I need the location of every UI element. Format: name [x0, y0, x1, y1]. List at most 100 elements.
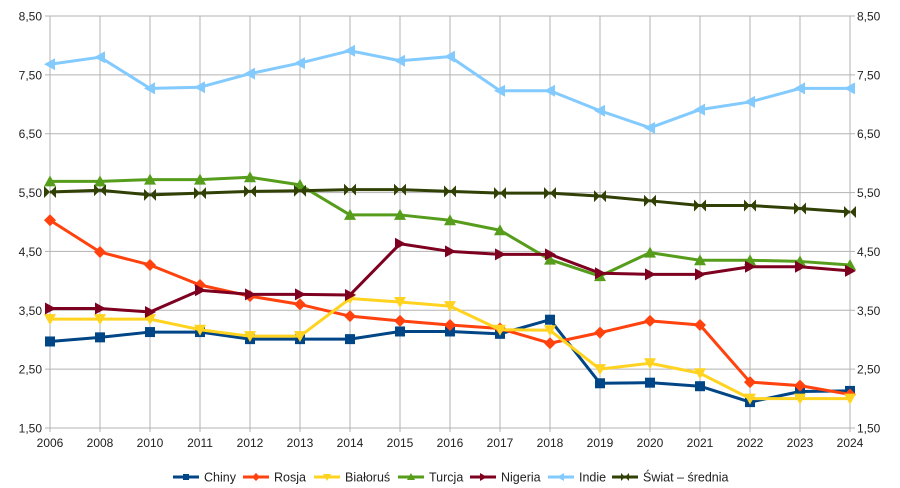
data-point	[545, 248, 556, 261]
data-point	[795, 260, 806, 273]
data-point	[695, 268, 706, 281]
data-point	[645, 268, 656, 281]
legend-item: Indie	[548, 471, 606, 485]
data-point	[295, 288, 306, 301]
x-tick-label: 2020	[637, 436, 664, 450]
data-point	[595, 267, 606, 280]
legend-marker-icon	[252, 473, 260, 481]
series-nigeria	[45, 237, 856, 319]
y-tick-label-right: 8,50	[857, 10, 881, 24]
data-point	[294, 57, 305, 70]
y-tick-label-left: 4,50	[19, 245, 43, 259]
y-tick-label-left: 8,50	[19, 10, 43, 24]
x-tick-label: 2013	[287, 436, 314, 450]
series-group	[44, 44, 856, 408]
x-tick-label: 2023	[787, 436, 814, 450]
data-point	[194, 81, 205, 94]
data-point	[444, 319, 456, 331]
data-point	[794, 82, 805, 95]
data-point	[544, 187, 556, 200]
series-białoruś	[44, 293, 856, 405]
y-tick-label-right: 2,50	[857, 363, 881, 377]
x-tick-label: 2006	[37, 436, 64, 450]
data-point	[594, 364, 606, 376]
data-point	[394, 54, 405, 67]
data-point	[495, 248, 506, 261]
data-point	[645, 377, 655, 388]
data-point	[844, 82, 855, 95]
data-point	[694, 103, 705, 116]
legend-marker-icon	[323, 474, 331, 481]
data-point	[494, 324, 506, 336]
legend-marker-icon	[407, 473, 415, 480]
data-point	[494, 187, 506, 200]
data-point	[545, 314, 555, 325]
data-point	[144, 173, 156, 185]
x-tick-label: 2012	[237, 436, 264, 450]
data-point	[144, 188, 156, 201]
data-point	[494, 84, 505, 97]
legend-item: Chiny	[173, 471, 237, 485]
legend-label: Nigeria	[501, 471, 541, 485]
data-point	[44, 58, 55, 71]
y-tick-label-right: 5,50	[857, 186, 881, 200]
y-tick-label-left: 6,50	[19, 127, 43, 141]
data-point	[95, 302, 106, 315]
x-tick-label: 2015	[387, 436, 414, 450]
data-point	[344, 208, 356, 220]
data-point	[294, 331, 306, 343]
y-tick-label-right: 3,50	[857, 304, 881, 318]
data-point	[144, 82, 155, 95]
data-point	[44, 175, 56, 187]
data-point	[844, 205, 856, 218]
x-tick-label: 2019	[587, 436, 614, 450]
x-tick-label: 2018	[537, 436, 564, 450]
data-point	[845, 264, 856, 277]
data-point	[144, 258, 156, 271]
data-point	[644, 358, 656, 370]
data-point	[644, 314, 656, 327]
data-point	[145, 306, 156, 319]
data-point	[745, 260, 756, 273]
data-point	[294, 298, 306, 311]
data-point	[45, 302, 56, 315]
data-point	[145, 327, 155, 338]
legend-label: Białoruś	[345, 471, 390, 485]
legend-label: Świat – średnia	[643, 470, 729, 485]
data-point	[694, 368, 706, 380]
y-tick-label-left: 2,50	[19, 363, 43, 377]
x-tick-label: 2011	[187, 436, 213, 450]
legend-item: Rosja	[243, 471, 306, 485]
data-point	[94, 184, 106, 197]
series-turcja	[44, 171, 856, 282]
y-axis-left-ticks: 1,50 2,50 3,50 4,50 5,50 6,50 7,50 8,50	[19, 10, 50, 436]
legend-label: Chiny	[204, 471, 237, 485]
data-point	[544, 253, 556, 265]
data-point	[394, 314, 406, 327]
x-tick-label: 2010	[137, 436, 164, 450]
y-tick-label-left: 1,50	[19, 422, 43, 436]
legend-marker-icon	[183, 474, 189, 480]
data-point	[844, 393, 856, 405]
data-point	[45, 336, 55, 347]
data-point	[394, 183, 406, 196]
legend: Chiny Rosja Białoruś Turcja Nigeria Indie Świa…	[173, 470, 729, 485]
legend-marker-icon	[480, 473, 487, 481]
data-point	[294, 178, 306, 190]
data-point	[594, 326, 606, 339]
data-point	[194, 173, 206, 185]
y-tick-label-right: 6,50	[857, 127, 881, 141]
data-point	[44, 214, 56, 227]
data-point	[244, 171, 256, 183]
x-tick-label: 2021	[687, 436, 714, 450]
x-tick-label: 2017	[487, 436, 514, 450]
data-point	[544, 337, 556, 350]
legend-label: Turcja	[429, 471, 463, 485]
data-point	[344, 310, 356, 323]
data-point	[744, 393, 756, 405]
y-tick-label-left: 7,50	[19, 68, 43, 82]
data-point	[94, 175, 106, 187]
data-point	[644, 246, 656, 258]
data-point	[344, 44, 355, 57]
